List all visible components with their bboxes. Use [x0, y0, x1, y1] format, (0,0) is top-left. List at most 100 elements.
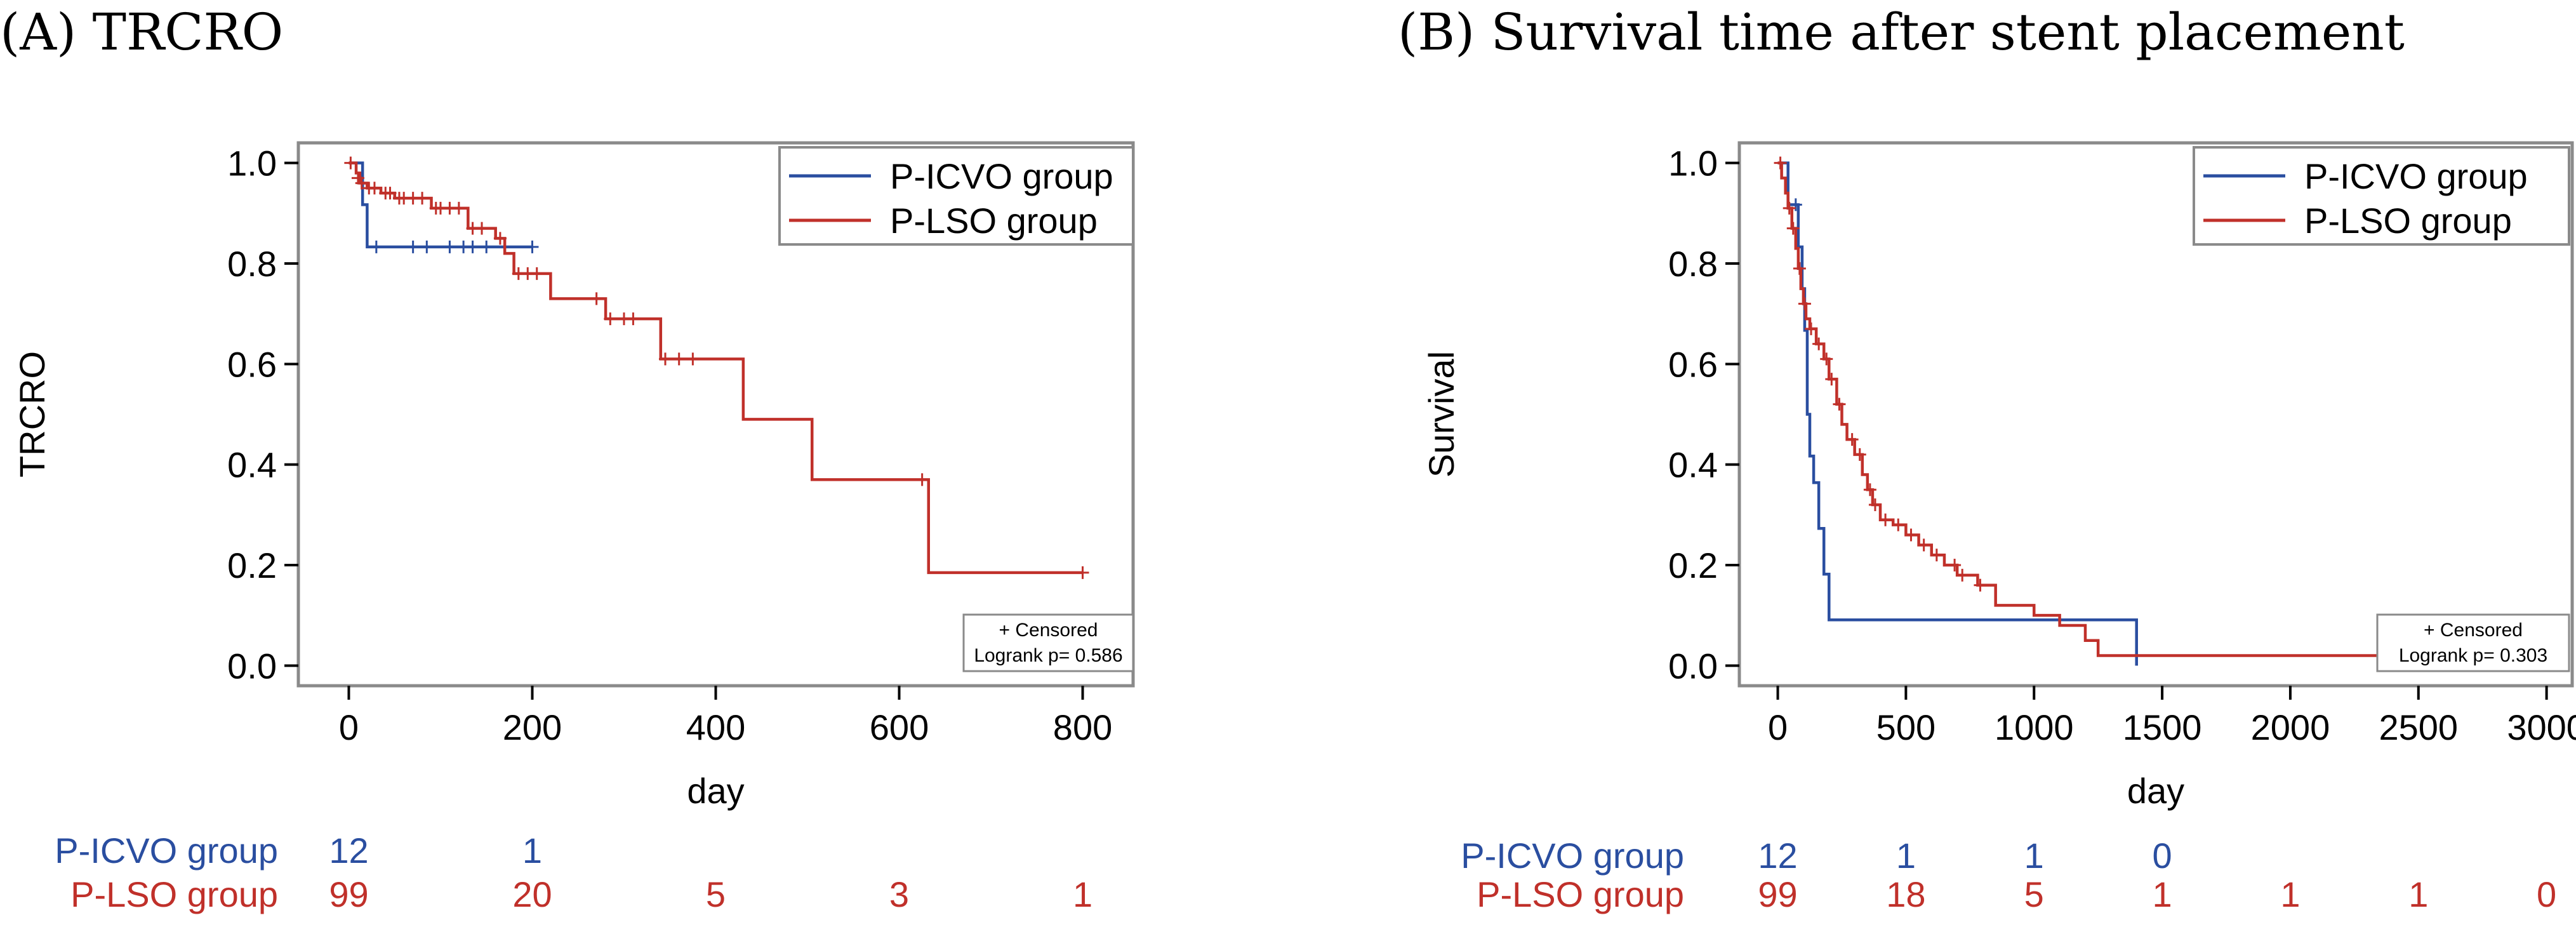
censor-mark: [1789, 198, 1802, 211]
series-lso: [1774, 156, 2412, 662]
censor-mark: [1825, 373, 1838, 386]
censor-mark: [1812, 337, 1826, 350]
survival-curve-icvo: [1777, 161, 2138, 666]
risk-count: 1: [2280, 874, 2300, 914]
censor-mark: [627, 312, 640, 326]
censor-mark: [1904, 528, 1918, 542]
y-tick-label: 1.0: [1668, 143, 1718, 183]
censor-mark: [466, 240, 479, 253]
x-tick-label: 0: [339, 707, 359, 747]
x-tick-label: 3000: [2507, 707, 2576, 747]
risk-row-label-icvo: P-ICVO group: [1461, 836, 1684, 876]
panel-a: (A) TRCRO 0.0 0.2 0.4 0.6 0.8 1.0 0 200 400 600 800…: [0, 3, 1135, 914]
censor-mark: [355, 177, 368, 190]
y-tick-label: 0.2: [1668, 545, 1718, 585]
survival-curve-icvo: [349, 161, 533, 249]
risk-count: 99: [1758, 874, 1797, 914]
risk-row-label-lso: P-LSO group: [70, 874, 278, 914]
censor-mark: [368, 182, 381, 195]
risk-row-label-icvo: P-ICVO group: [55, 831, 278, 871]
legend-box: [2193, 146, 2570, 246]
y-tick-label: 0.0: [227, 646, 277, 686]
censor-mark: [1974, 578, 1987, 592]
x-tick-label: 1000: [1995, 707, 2074, 747]
y-tick-label: 0.4: [227, 445, 277, 485]
y-tick-label: 1.0: [227, 143, 277, 183]
censor-mark: [1863, 483, 1876, 497]
censor-mark: [1774, 156, 1787, 170]
risk-count: 99: [329, 874, 368, 914]
censor-mark: [1853, 448, 1866, 461]
censor-mark: [344, 156, 357, 170]
logrank-note: Logrank p= 0.586: [974, 645, 1122, 666]
risk-count: 12: [1758, 836, 1797, 876]
censor-mark: [672, 352, 686, 366]
censor-mark: [1783, 201, 1796, 215]
censor-mark: [1892, 518, 1905, 531]
y-axis-label: TRCRO: [12, 351, 52, 477]
x-tick-label: 1500: [2123, 707, 2202, 747]
risk-count: 1: [1073, 874, 1092, 914]
legend-label: P-ICVO group: [890, 156, 1113, 196]
censor-mark: [443, 240, 456, 253]
censor-mark: [1845, 433, 1859, 446]
x-tick-label: 600: [870, 707, 929, 747]
y-tick-label: 0.4: [1668, 445, 1718, 485]
risk-count: 1: [2153, 874, 2172, 914]
risk-count: 12: [329, 831, 368, 871]
x-tick-label: 2500: [2379, 707, 2458, 747]
y-tick-label: 0.8: [1668, 244, 1718, 284]
legend-box: [778, 146, 1134, 246]
censor-mark: [420, 240, 434, 253]
censor-mark: [1930, 549, 1943, 562]
censored-note: + Censored: [999, 620, 1098, 641]
censor-mark: [1948, 559, 1962, 571]
x-tick-label: 800: [1053, 707, 1112, 747]
censor-mark: [369, 240, 383, 253]
censor-mark: [915, 473, 929, 486]
risk-count: 18: [1886, 874, 1925, 914]
censor-mark: [452, 201, 465, 215]
censor-mark: [604, 312, 617, 326]
censor-mark: [480, 240, 493, 253]
y-tick-label: 0.6: [227, 344, 277, 384]
censor-mark: [493, 232, 507, 245]
x-axis-label: day: [687, 771, 744, 811]
censor-mark: [1868, 498, 1882, 511]
censor-mark: [383, 187, 397, 200]
censor-mark: [1798, 297, 1811, 310]
x-tick-label: 400: [686, 707, 745, 747]
censor-mark: [526, 240, 539, 253]
y-tick-label: 0.0: [1668, 646, 1718, 686]
censor-mark: [659, 352, 672, 366]
risk-count: 1: [1896, 836, 1916, 876]
censor-mark: [1956, 568, 1969, 582]
censor-mark: [1076, 566, 1089, 579]
censor-mark: [686, 352, 700, 366]
x-tick-label: 2000: [2251, 707, 2330, 747]
series-icvo: [1777, 161, 2138, 666]
y-tick-label: 0.6: [1668, 344, 1718, 384]
risk-count: 1: [522, 831, 542, 871]
risk-count: 5: [2024, 874, 2044, 914]
risk-count: 3: [889, 874, 909, 914]
censor-mark: [530, 267, 543, 280]
note-box: [2376, 613, 2570, 672]
series-lso: [344, 156, 1089, 579]
risk-count: 0: [2153, 836, 2172, 876]
risk-count: 1: [2408, 874, 2428, 914]
panel-b: (B) Survival time after stent placement 0…: [1398, 3, 2576, 914]
logrank-note: Logrank p= 0.303: [2399, 645, 2547, 666]
legend-label: P-LSO group: [2304, 201, 2512, 241]
censor-mark: [475, 222, 489, 235]
censor-mark: [406, 240, 420, 253]
x-tick-label: 500: [1876, 707, 1935, 747]
censor-mark: [1820, 352, 1833, 366]
censor-mark: [1879, 513, 1892, 526]
chart-title: (B) Survival time after stent placement: [1398, 3, 2405, 62]
censor-mark: [1833, 397, 1846, 411]
legend-label: P-ICVO group: [2304, 156, 2528, 196]
censor-mark: [1917, 538, 1930, 552]
risk-row-label-lso: P-LSO group: [1477, 874, 1684, 914]
